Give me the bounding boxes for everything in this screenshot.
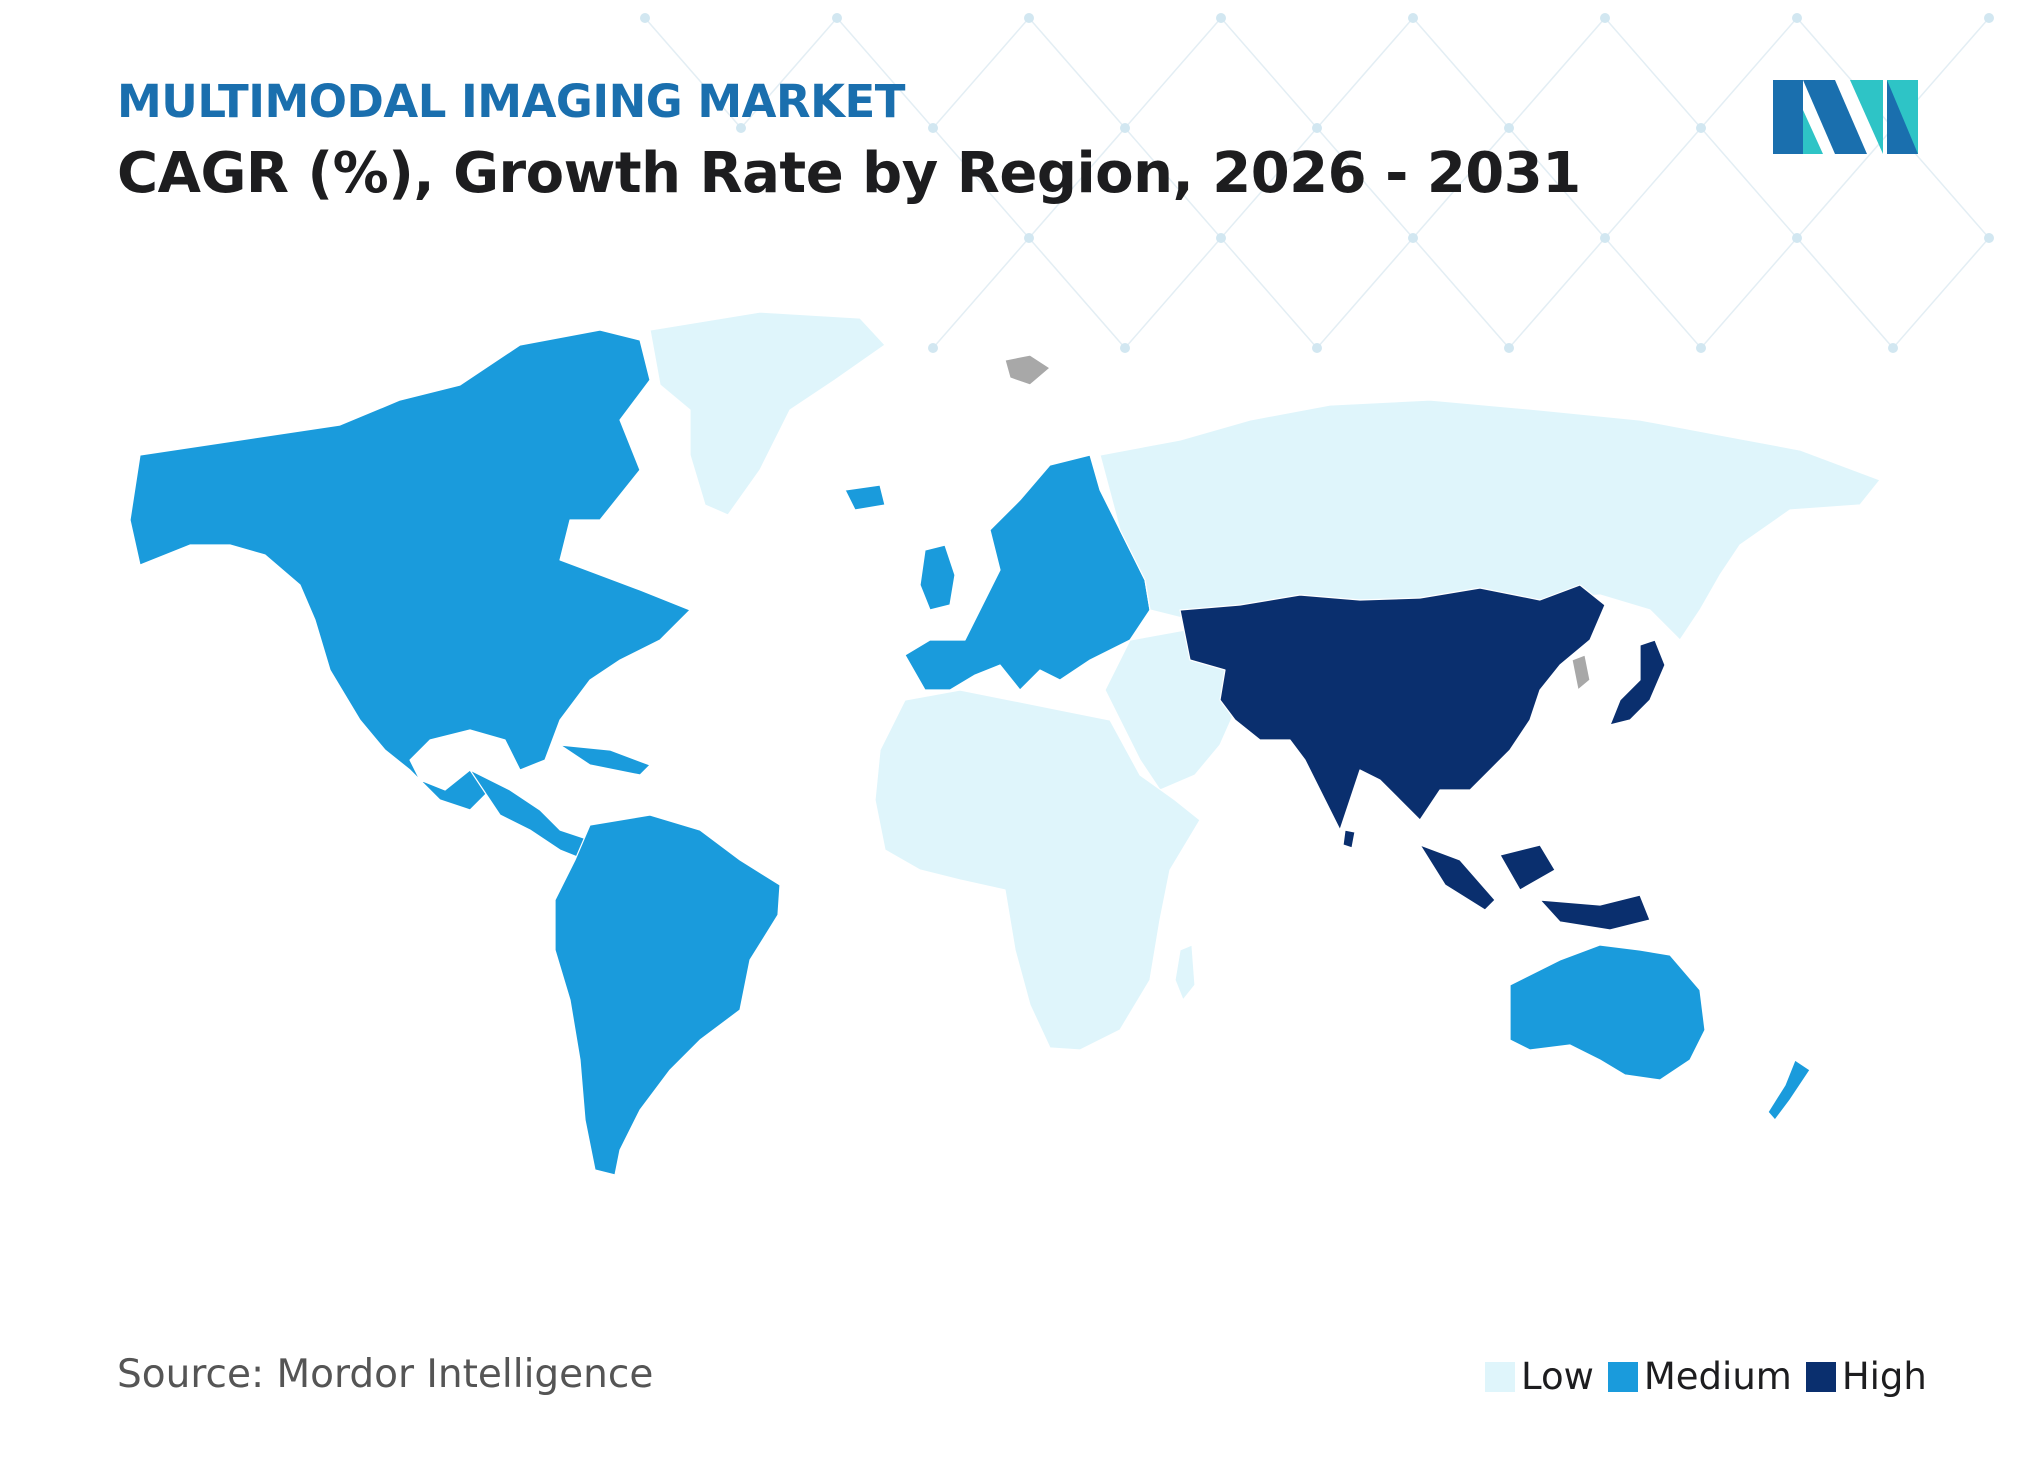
region-southeast-asia-islands bbox=[1419, 844, 1651, 931]
source-note: Source: Mordor Intelligence bbox=[117, 1352, 654, 1397]
legend-label-high: High bbox=[1841, 1355, 1927, 1398]
legend-item-low: Low bbox=[1485, 1355, 1594, 1398]
region-central-america bbox=[469, 769, 591, 861]
region-korea bbox=[1571, 654, 1591, 691]
region-australia bbox=[1509, 944, 1706, 1081]
region-uk bbox=[919, 544, 956, 611]
legend-item-medium: Medium bbox=[1607, 1355, 1792, 1398]
region-south-america bbox=[554, 814, 781, 1176]
chart-title: CAGR (%), Growth Rate by Region, 2026 - … bbox=[117, 141, 1581, 206]
region-caribbean bbox=[559, 744, 651, 776]
region-madagascar bbox=[1174, 944, 1196, 1001]
region-iceland bbox=[844, 484, 886, 511]
legend-swatch-low bbox=[1485, 1361, 1515, 1392]
legend-label-medium: Medium bbox=[1643, 1355, 1792, 1398]
region-sri-lanka bbox=[1342, 829, 1356, 849]
region-asia-pacific bbox=[1179, 584, 1606, 831]
legend-item-high: High bbox=[1805, 1355, 1927, 1398]
region-africa bbox=[874, 689, 1201, 1051]
legend-swatch-medium bbox=[1607, 1361, 1638, 1392]
chart-subtitle: MULTIMODAL IMAGING MARKET bbox=[117, 75, 905, 128]
region-north-america bbox=[129, 329, 691, 811]
legend-label-low: Low bbox=[1521, 1355, 1594, 1398]
region-new-zealand bbox=[1767, 1059, 1811, 1121]
map-legend: Low Medium High bbox=[1485, 1355, 1927, 1398]
mordor-intelligence-logo-icon bbox=[1773, 80, 1918, 154]
region-svalbard bbox=[1004, 354, 1051, 386]
legend-swatch-high bbox=[1805, 1361, 1836, 1392]
region-greenland bbox=[649, 311, 886, 516]
region-japan bbox=[1609, 639, 1666, 726]
chart-header: MULTIMODAL IMAGING MARKET CAGR (%), Grow… bbox=[117, 74, 1581, 210]
